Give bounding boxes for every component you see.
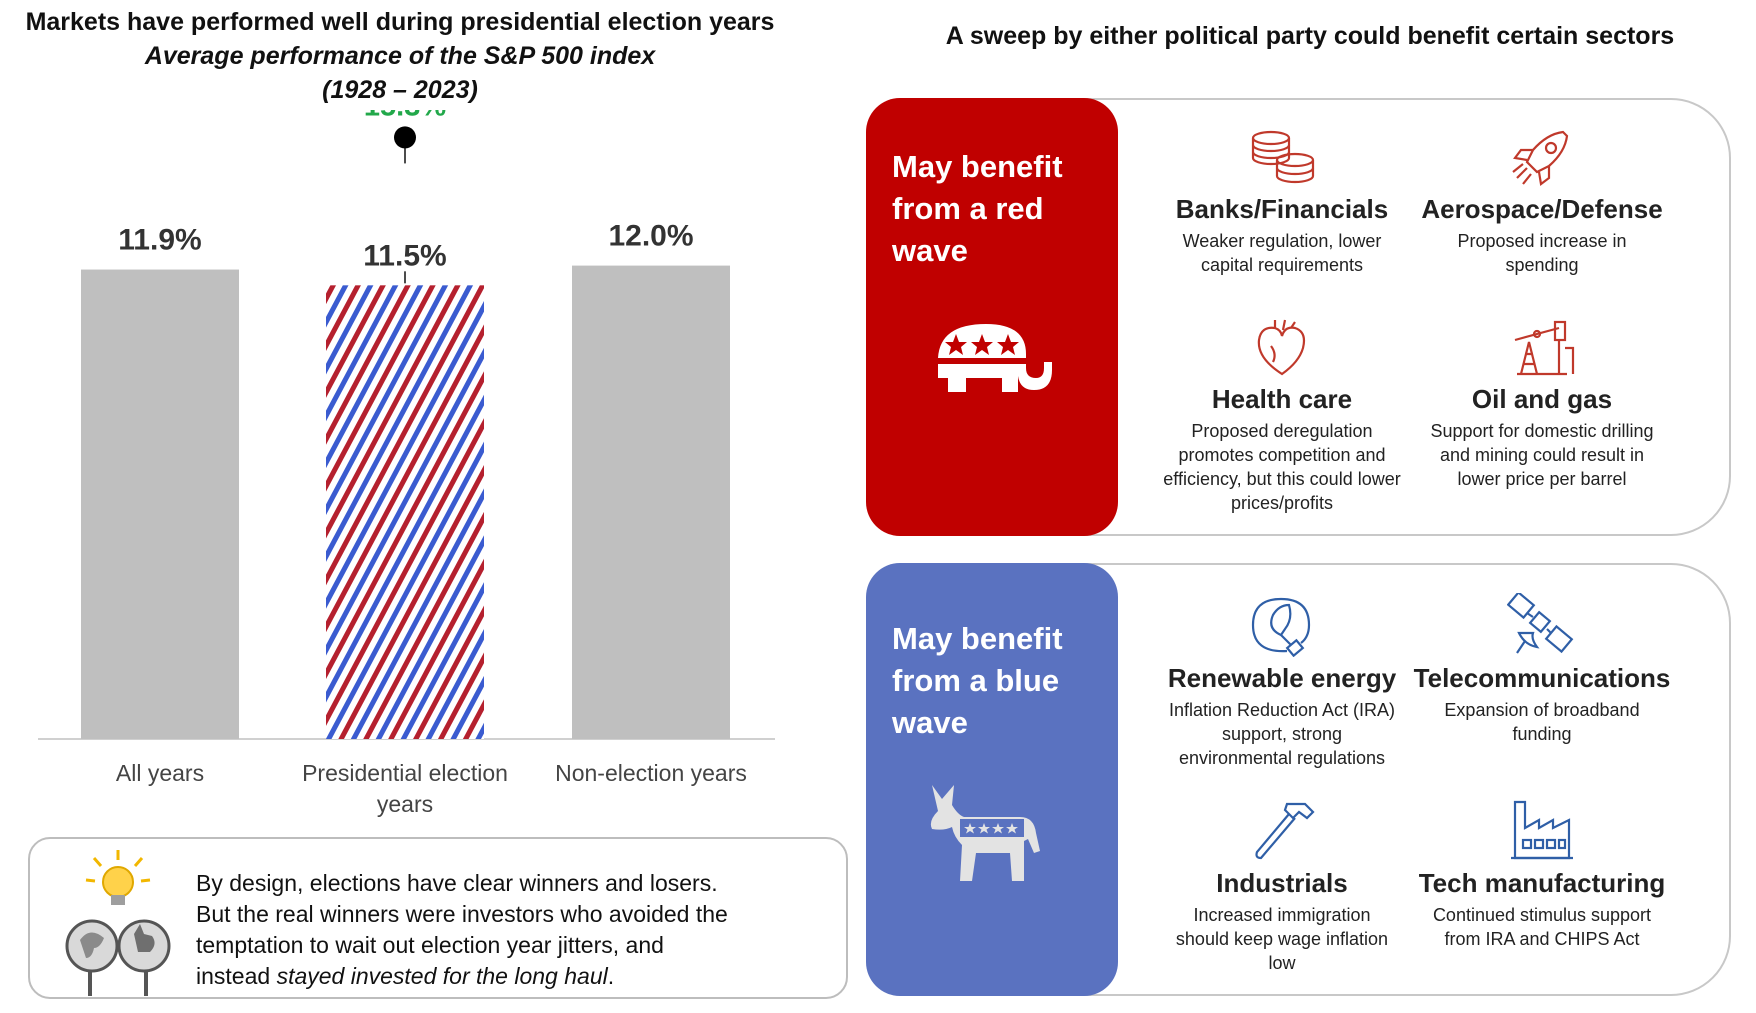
callout-box <box>28 837 848 999</box>
sector-desc-line: Support for domestic drilling <box>1430 421 1654 441</box>
sector-desc-line: lower price per barrel <box>1457 469 1627 489</box>
category-label: Non-election years <box>555 760 747 786</box>
coins-icon <box>1251 130 1315 184</box>
bar-all-years <box>81 269 239 739</box>
sector-desc: Inflation Reduction Act (IRA) support, s… <box>1152 698 1412 770</box>
callout-illustration <box>65 850 171 996</box>
callout-emphasis: stayed invested for the long haul <box>276 963 608 989</box>
sector-desc-line: capital requirements <box>1200 255 1364 275</box>
sector-desc-line: low <box>1268 953 1296 973</box>
red-wave-box: May benefit from a red wave <box>866 98 1118 536</box>
heart-icon <box>1257 319 1306 376</box>
sector-industrials: Industrials Increased immigration should… <box>1152 798 1412 975</box>
sector-desc-line: Expansion of broadband <box>1444 700 1640 720</box>
sector-desc-line: prices/profits <box>1230 493 1334 513</box>
sector-desc-line: efficiency, but this could lower <box>1163 469 1401 489</box>
sector-telecommunications: Telecommunications Expansion of broadban… <box>1412 593 1672 746</box>
sector-oil-and-gas: Oil and gas Support for domestic drillin… <box>1412 318 1672 491</box>
red-wave-label-line-1: May benefit <box>892 149 1063 184</box>
sector-desc-line: Inflation Reduction Act (IRA) <box>1168 700 1396 720</box>
sector-desc-line: Increased immigration <box>1193 905 1371 925</box>
red-wave-label-line-3: wave <box>892 233 968 268</box>
sector-name: Health care <box>1211 384 1353 414</box>
sector-banks-financials: Banks/Financials Weaker regulation, lowe… <box>1152 128 1412 277</box>
sector-desc: Proposed deregulation promotes competiti… <box>1152 419 1412 515</box>
callout-text: By design, elections have clear winners … <box>196 868 836 992</box>
sector-desc: Support for domestic drilling and mining… <box>1412 419 1672 491</box>
callout-line-2: But the real winners were investors who … <box>196 901 728 927</box>
value-label: 12.0% <box>608 220 693 253</box>
category-label: years <box>377 791 433 817</box>
red-wave-label: May benefit from a red wave <box>892 146 1063 272</box>
oil-pump-icon <box>1514 320 1575 376</box>
callout-line-1: By design, elections have clear winners … <box>196 870 718 896</box>
sector-desc-line: spending <box>1505 255 1579 275</box>
sector-tech-manufacturing: Tech manufacturing Continued stimulus su… <box>1412 798 1672 951</box>
elephant-donkey-icon <box>65 919 171 996</box>
sector-desc-line: Proposed increase in <box>1457 231 1627 251</box>
donkey-icon <box>930 785 1040 881</box>
sector-name: Tech manufacturing <box>1418 868 1666 898</box>
bar-presidential-election-years <box>326 285 484 739</box>
annotation-value: 15.3% <box>364 110 446 122</box>
sector-renewable-energy: Renewable energy Inflation Reduction Act… <box>1152 593 1412 770</box>
sector-name: Aerospace/Defense <box>1421 194 1663 224</box>
chart-period: (1928 – 2023) <box>322 76 478 104</box>
chart-title: Markets have performed well during presi… <box>25 8 775 36</box>
sector-desc-line: funding <box>1512 724 1572 744</box>
elephant-icon <box>938 324 1052 392</box>
callout-line-4-prefix: instead <box>196 963 277 989</box>
callout-line-3: temptation to wait out election year jit… <box>196 932 664 958</box>
sector-name: Telecommunications <box>1413 663 1671 693</box>
blue-wave-label-line-2: from a blue <box>892 663 1060 698</box>
value-label: 11.9% <box>118 224 201 257</box>
rocket-icon <box>1512 130 1569 186</box>
sector-desc-line: Weaker regulation, lower <box>1182 231 1382 251</box>
sector-name: Industrials <box>1216 868 1348 898</box>
sector-desc: Expansion of broadband funding <box>1412 698 1672 746</box>
blue-wave-label: May benefit from a blue wave <box>892 618 1063 744</box>
sector-name: Renewable energy <box>1167 663 1397 693</box>
hammer-icon <box>1255 802 1315 860</box>
sector-desc: Proposed increase in spending <box>1412 229 1672 277</box>
blue-wave-label-line-3: wave <box>892 705 968 740</box>
sector-desc-line: promotes competition and <box>1178 445 1386 465</box>
chart-subtitle: Average performance of the S&P 500 index <box>144 42 656 70</box>
category-label: All years <box>116 760 204 786</box>
sector-desc-line: support, strong <box>1221 724 1343 744</box>
callout-line-4-suffix: . <box>607 963 615 989</box>
leaf-plug-icon <box>1251 597 1311 657</box>
sector-desc-line: Proposed deregulation <box>1191 421 1373 441</box>
category-label: Presidential election <box>302 760 508 786</box>
sector-health-care: Health care Proposed deregulation promot… <box>1152 318 1412 515</box>
lightbulb-icon <box>85 850 151 905</box>
sector-desc-line: environmental regulations <box>1178 748 1386 768</box>
sector-desc-line: and mining could result in <box>1439 445 1645 465</box>
bar-non-election-years <box>572 265 730 739</box>
sectors-title: A sweep by either political party could … <box>945 22 1675 50</box>
sector-desc: Continued stimulus support from IRA and … <box>1412 903 1672 951</box>
sector-desc: Weaker regulation, lower capital require… <box>1152 229 1412 277</box>
sector-name: Oil and gas <box>1471 384 1613 414</box>
sector-desc-line: Continued stimulus support <box>1432 905 1652 925</box>
sector-name: Banks/Financials <box>1175 194 1389 224</box>
blue-wave-box: May benefit from a blue wave <box>866 563 1118 996</box>
factory-icon <box>1511 800 1573 860</box>
sector-desc-line: should keep wage inflation <box>1175 929 1389 949</box>
sector-desc-line: from IRA and CHIPS Act <box>1444 929 1640 949</box>
red-wave-label-line-2: from a red <box>892 191 1044 226</box>
satellite-icon <box>1507 593 1574 654</box>
value-label: 11.5% <box>363 239 446 272</box>
blue-wave-label-line-1: May benefit <box>892 621 1063 656</box>
callout-line-4: instead stayed invested for the long hau… <box>196 961 836 992</box>
annotation-marker <box>394 126 416 149</box>
sector-desc: Increased immigration should keep wage i… <box>1152 903 1412 975</box>
sector-aerospace-defense: Aerospace/Defense Proposed increase in s… <box>1412 128 1672 277</box>
